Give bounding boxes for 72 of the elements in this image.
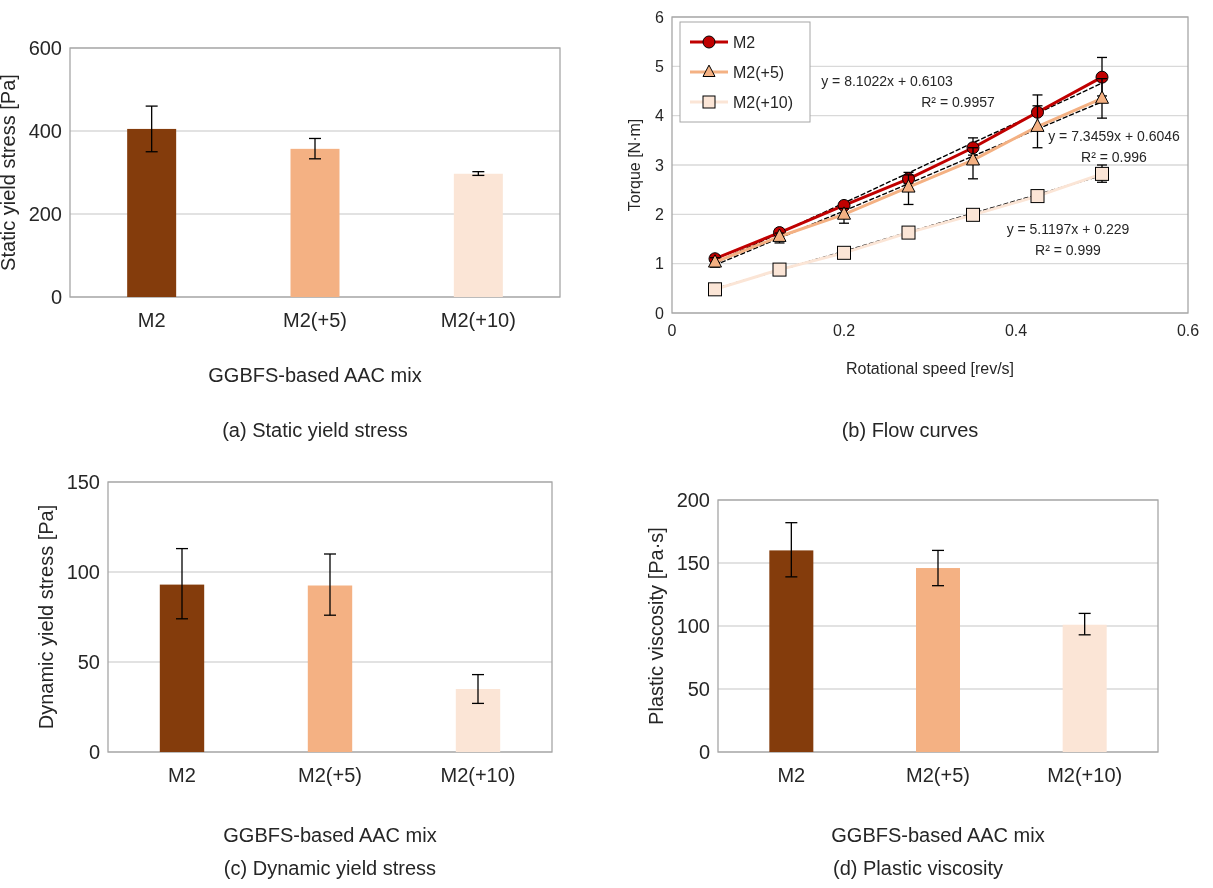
annotation: R² = 0.999	[1035, 241, 1102, 258]
x-axis-title: GGBFS-based AAC mix	[208, 364, 422, 386]
x-tick-label: M2	[777, 764, 806, 786]
bar	[159, 584, 205, 752]
point	[708, 282, 722, 297]
bar	[769, 550, 814, 752]
y-tick-label: 2	[655, 205, 665, 223]
y-tick-label: 100	[66, 561, 100, 583]
y-tick-label: 4	[655, 107, 665, 125]
x-tick-label: M2(+10)	[440, 309, 516, 331]
annotation: y = 8.1022x + 0.6103	[821, 72, 953, 89]
y-tick-label: 50	[77, 651, 100, 673]
bar	[916, 568, 960, 752]
y-tick-label: 200	[28, 203, 62, 225]
point	[1030, 118, 1045, 132]
bar	[127, 128, 177, 297]
legend-label: M2(+5)	[733, 63, 785, 81]
y-axis-title: Plastic viscosity [Pa·s]	[645, 527, 667, 725]
x-tick-label: 0.4	[1004, 321, 1028, 339]
x-tick-label: M2	[137, 309, 166, 331]
annotation: R² = 0.9957	[921, 93, 995, 110]
x-tick-label: M2(+10)	[440, 764, 516, 786]
annotation: R² = 0.996	[1081, 148, 1148, 165]
legend-label: M2(+10)	[733, 93, 794, 111]
x-axis-title: Rotational speed [rev/s]	[845, 359, 1015, 377]
y-tick-label: 5	[655, 57, 665, 75]
x-tick-label: M2(+5)	[283, 309, 347, 331]
x-tick-label: 0.6	[1176, 321, 1200, 339]
x-axis-title: GGBFS-based AAC mix	[831, 824, 1045, 846]
y-tick-label: 600	[28, 37, 62, 59]
y-tick-label: 100	[676, 615, 710, 637]
y-tick-label: 0	[88, 741, 100, 763]
point	[837, 245, 851, 260]
point	[901, 179, 916, 193]
y-axis-title: Dynamic yield stress [Pa]	[35, 504, 57, 730]
annotation: y = 5.1197x + 0.229	[1006, 220, 1130, 237]
point	[1095, 90, 1109, 104]
annotation: y = 7.3459x + 0.6046	[1048, 127, 1180, 144]
bar	[290, 148, 340, 297]
text: (c) Dynamic yield stress	[223, 857, 437, 879]
text: (d) Plastic viscosity	[832, 857, 1004, 879]
y-axis-title: Torque [N·m]	[625, 118, 643, 212]
y-tick-label: 0	[698, 741, 710, 763]
x-tick-label: M2(+10)	[1047, 764, 1123, 786]
bar	[455, 689, 501, 752]
x-tick-label: M2(+5)	[906, 764, 970, 786]
legend-label: M2	[733, 33, 756, 51]
bar	[307, 585, 353, 752]
y-tick-label: 150	[676, 552, 710, 574]
y-tick-label: 150	[66, 471, 100, 493]
y-tick-label: 50	[687, 678, 710, 700]
x-tick-label: 0.2	[832, 321, 856, 339]
point	[966, 152, 980, 166]
point	[901, 225, 916, 240]
bar	[453, 173, 503, 297]
point	[966, 207, 980, 222]
y-axis-title: Static yield stress [Pa]	[0, 74, 19, 271]
text: (b) Flow curves	[841, 419, 979, 441]
y-tick-label: 0	[50, 286, 62, 308]
point	[837, 206, 851, 220]
y-tick-label: 1	[655, 255, 665, 273]
point	[772, 262, 787, 277]
bar	[1062, 624, 1107, 752]
x-axis-title: GGBFS-based AAC mix	[223, 824, 437, 846]
y-tick-label: 200	[676, 489, 710, 511]
y-tick-label: 400	[28, 120, 62, 142]
x-tick-label: M2(+5)	[298, 764, 362, 786]
y-tick-label: 3	[655, 156, 665, 174]
text: (a) Static yield stress	[222, 419, 408, 441]
point	[1030, 189, 1045, 204]
y-tick-label: 6	[655, 8, 665, 26]
x-tick-label: M2	[168, 764, 196, 786]
